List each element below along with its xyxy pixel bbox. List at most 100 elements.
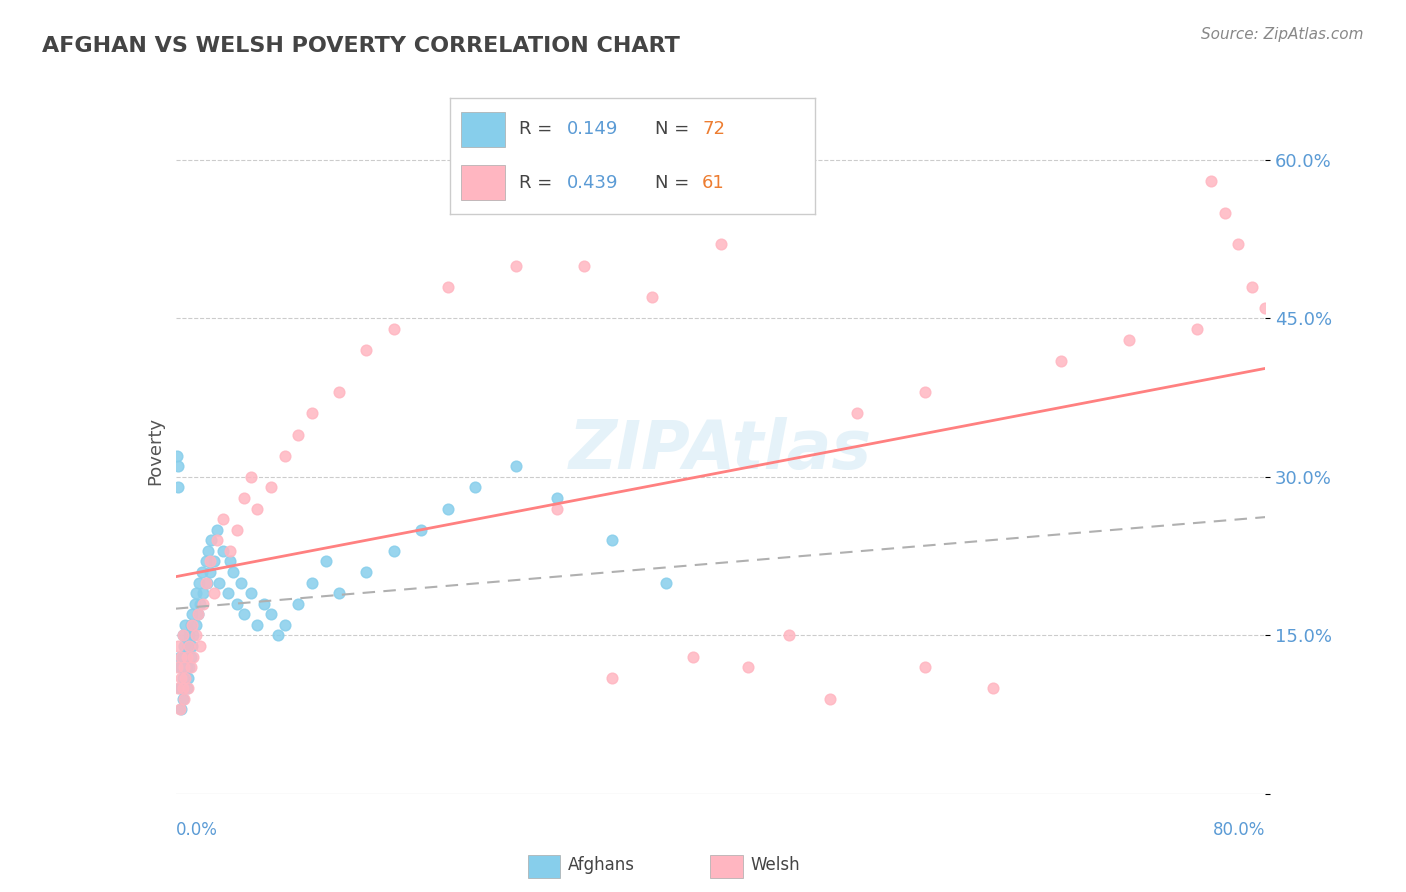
Point bbox=[546, 501, 568, 516]
Point bbox=[1254, 301, 1277, 315]
Point bbox=[177, 639, 200, 653]
Point bbox=[173, 660, 195, 674]
Point bbox=[981, 681, 1004, 696]
Point bbox=[505, 459, 527, 474]
Point bbox=[181, 607, 204, 622]
Point bbox=[914, 660, 936, 674]
Point bbox=[170, 702, 193, 716]
Point bbox=[382, 322, 405, 336]
Point bbox=[179, 639, 201, 653]
Point bbox=[778, 628, 800, 642]
Point bbox=[655, 575, 678, 590]
Point bbox=[217, 586, 239, 600]
Point bbox=[232, 607, 254, 622]
Point bbox=[176, 660, 198, 674]
Point bbox=[641, 290, 664, 304]
Text: N =: N = bbox=[655, 120, 695, 138]
Point bbox=[172, 628, 194, 642]
Text: 0.149: 0.149 bbox=[567, 120, 619, 138]
Point bbox=[167, 480, 190, 494]
Point bbox=[173, 681, 195, 696]
Point bbox=[1213, 205, 1236, 219]
Point bbox=[200, 533, 222, 548]
Point bbox=[546, 491, 568, 505]
Point bbox=[246, 501, 269, 516]
Point bbox=[274, 449, 297, 463]
Point bbox=[186, 607, 209, 622]
Point bbox=[174, 649, 197, 664]
Text: N =: N = bbox=[655, 174, 695, 192]
Point bbox=[183, 649, 205, 664]
Point bbox=[186, 628, 208, 642]
Point bbox=[212, 512, 235, 526]
Point bbox=[437, 279, 460, 293]
FancyBboxPatch shape bbox=[461, 165, 505, 200]
Point bbox=[166, 449, 188, 463]
Point bbox=[287, 597, 309, 611]
Text: 0.0%: 0.0% bbox=[176, 821, 218, 838]
Point bbox=[169, 702, 191, 716]
Point bbox=[176, 681, 198, 696]
Point bbox=[188, 597, 211, 611]
Y-axis label: Poverty: Poverty bbox=[146, 417, 165, 484]
Point bbox=[231, 575, 253, 590]
Text: 0.439: 0.439 bbox=[567, 174, 619, 192]
Point bbox=[239, 586, 262, 600]
Point bbox=[260, 607, 283, 622]
Point bbox=[845, 407, 868, 421]
Point bbox=[180, 617, 202, 632]
Point bbox=[181, 639, 204, 653]
Point bbox=[356, 565, 378, 579]
Point bbox=[1187, 322, 1209, 336]
Point bbox=[301, 575, 323, 590]
Point bbox=[166, 660, 188, 674]
Point bbox=[170, 660, 193, 674]
Point bbox=[356, 343, 378, 357]
Point bbox=[172, 628, 194, 642]
Point bbox=[202, 586, 225, 600]
Text: 80.0%: 80.0% bbox=[1213, 821, 1265, 838]
Text: AFGHAN VS WELSH POVERTY CORRELATION CHART: AFGHAN VS WELSH POVERTY CORRELATION CHAR… bbox=[42, 36, 681, 55]
Point bbox=[219, 544, 242, 558]
Point bbox=[191, 597, 214, 611]
Point bbox=[208, 575, 231, 590]
Point bbox=[198, 554, 221, 568]
Point bbox=[710, 237, 733, 252]
Point bbox=[172, 681, 194, 696]
Point bbox=[172, 649, 194, 664]
Point bbox=[409, 523, 432, 537]
Point bbox=[174, 671, 197, 685]
Point bbox=[179, 628, 201, 642]
Point bbox=[180, 660, 202, 674]
Point bbox=[184, 597, 207, 611]
Point bbox=[167, 639, 190, 653]
Point bbox=[267, 628, 290, 642]
Point bbox=[167, 459, 190, 474]
FancyBboxPatch shape bbox=[527, 855, 561, 878]
Text: Source: ZipAtlas.com: Source: ZipAtlas.com bbox=[1201, 27, 1364, 42]
Point bbox=[174, 671, 197, 685]
Point bbox=[177, 681, 200, 696]
Text: R =: R = bbox=[519, 120, 558, 138]
Point bbox=[194, 554, 217, 568]
Point bbox=[260, 480, 283, 494]
Text: ZIPAtlas: ZIPAtlas bbox=[569, 417, 872, 483]
Point bbox=[226, 523, 249, 537]
Point bbox=[219, 554, 242, 568]
Point bbox=[464, 480, 486, 494]
Point bbox=[186, 607, 209, 622]
Point bbox=[1050, 353, 1073, 368]
Point bbox=[169, 660, 191, 674]
Point bbox=[1240, 279, 1263, 293]
Point bbox=[167, 681, 190, 696]
Point bbox=[737, 660, 759, 674]
Point bbox=[1118, 333, 1140, 347]
Point bbox=[177, 671, 200, 685]
Point bbox=[222, 565, 245, 579]
Point bbox=[170, 671, 193, 685]
Point bbox=[205, 523, 228, 537]
Point bbox=[600, 671, 623, 685]
Point bbox=[328, 586, 350, 600]
Point bbox=[600, 533, 623, 548]
Point bbox=[315, 554, 337, 568]
